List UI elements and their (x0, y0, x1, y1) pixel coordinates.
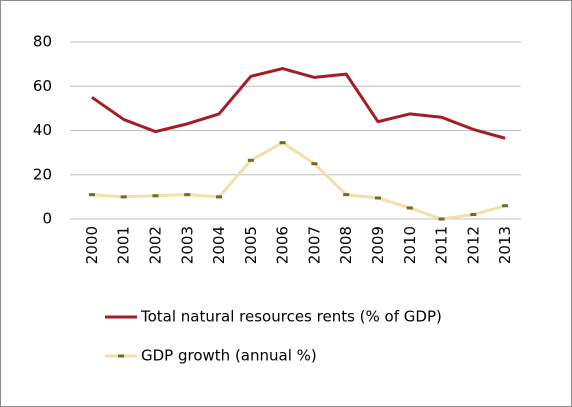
x-tick-label: 2000 (83, 226, 101, 264)
marker (374, 196, 381, 200)
x-tick-label: 2008 (337, 226, 355, 264)
x-tick-label: 2005 (242, 226, 260, 264)
x-tick-label: 2010 (401, 226, 419, 264)
marker (438, 217, 445, 221)
x-tick-label: 2011 (433, 226, 451, 264)
x-tick-label: 2002 (146, 226, 164, 264)
x-tick-label: 2004 (210, 226, 228, 264)
x-tick-label: 2001 (115, 226, 133, 264)
y-tick-label: 80 (33, 33, 52, 51)
y-tick-label: 40 (33, 121, 52, 139)
y-tick-label: 0 (42, 210, 52, 228)
y-tick-label: 60 (33, 77, 52, 95)
legend-marker (118, 354, 124, 358)
marker (216, 195, 223, 199)
line (91, 67, 506, 140)
y-tick-label: 20 (33, 165, 52, 183)
x-tick-label: 2003 (178, 226, 196, 264)
x-tick-label: 2007 (305, 226, 323, 264)
marker (247, 158, 254, 162)
marker (470, 213, 477, 217)
marker (120, 195, 127, 199)
line (91, 141, 506, 221)
marker (311, 162, 318, 166)
legend-label: Total natural resources rents (% of GDP) (140, 308, 442, 326)
x-tick-label: 2013 (496, 226, 514, 264)
marker (406, 206, 413, 210)
legend-label: GDP growth (annual %) (141, 347, 317, 365)
marker (152, 194, 159, 198)
marker (343, 193, 350, 197)
x-tick-label: 2009 (369, 226, 387, 264)
marker (88, 193, 95, 197)
marker (279, 141, 286, 145)
marker (184, 193, 191, 197)
x-tick-label: 2006 (274, 226, 292, 264)
marker (502, 204, 509, 208)
x-tick-label: 2012 (464, 226, 482, 264)
